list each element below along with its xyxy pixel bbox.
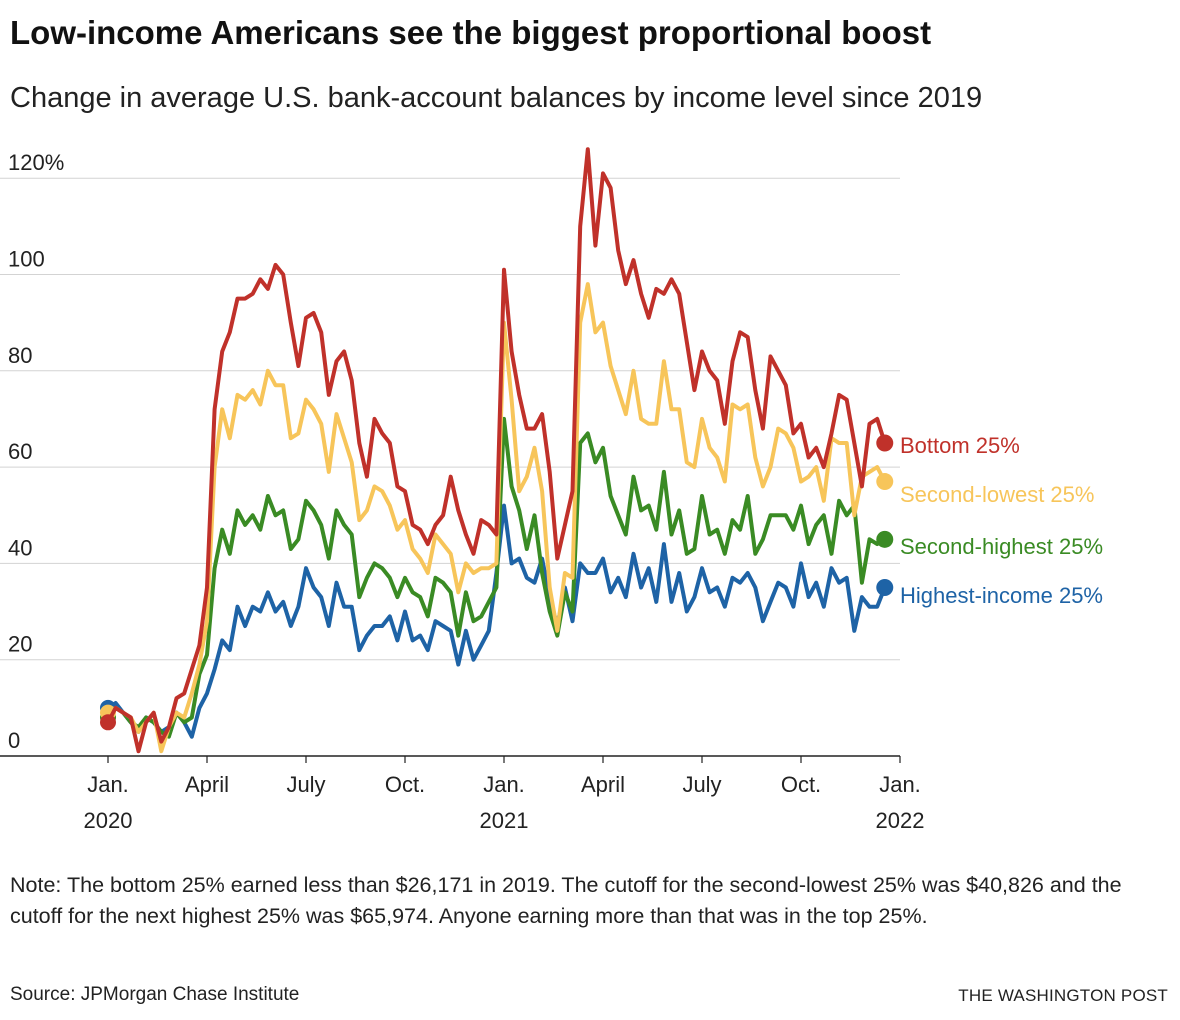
chart-source: Source: JPMorgan Chase Institute xyxy=(10,984,300,1005)
y-tick-label: 120% xyxy=(8,150,64,175)
series-label: Highest-income 25% xyxy=(900,583,1103,608)
series-lines xyxy=(100,147,894,754)
x-tick-label: July xyxy=(286,772,325,797)
x-tick-label: Oct. xyxy=(781,772,821,797)
series-end-dot xyxy=(876,530,894,548)
y-tick-label: 100 xyxy=(8,247,45,272)
x-tick-label: April xyxy=(185,772,229,797)
y-tick-label: 0 xyxy=(8,728,20,753)
x-tick-label: July xyxy=(682,772,721,797)
gridlines xyxy=(0,177,900,757)
series-line xyxy=(106,416,887,739)
y-tick-label: 60 xyxy=(8,439,32,464)
x-tick-label: April xyxy=(581,772,625,797)
series-label: Second-lowest 25% xyxy=(900,482,1094,507)
chart-title: Low-income Americans see the biggest pro… xyxy=(10,14,932,51)
x-tick-label: Jan. xyxy=(87,772,129,797)
x-tick-label: Oct. xyxy=(385,772,425,797)
series-labels: Bottom 25% Second-lowest 25% Second-highes… xyxy=(900,433,1103,608)
series-start-dot xyxy=(100,714,116,731)
chart-note: Note: The bottom 25% earned less than $2… xyxy=(10,873,1122,928)
series-label: Bottom 25% xyxy=(900,433,1020,458)
series-end-dot xyxy=(876,434,894,452)
chart-subtitle: Change in average U.S. bank-account bala… xyxy=(10,82,983,114)
series-line xyxy=(106,147,887,754)
x-tick-year-label: 2020 xyxy=(84,808,133,833)
y-tick-label: 20 xyxy=(8,632,32,657)
x-tick-year-label: 2021 xyxy=(480,808,529,833)
series-end-dot xyxy=(876,473,894,491)
y-axis-tick-labels: 0 20 40 60 80 100 120% xyxy=(8,150,64,753)
y-tick-label: 40 xyxy=(8,535,32,560)
series-line xyxy=(106,282,887,754)
x-tick-label: Jan. xyxy=(879,772,921,797)
series-label: Second-highest 25% xyxy=(900,534,1103,559)
y-tick-label: 80 xyxy=(8,343,32,368)
x-tick-year-label: 2022 xyxy=(876,808,925,833)
x-axis-tick-labels: Jan. 2020 April July Oct. Jan. 2021 April July Oc… xyxy=(84,756,925,833)
series-end-dot xyxy=(876,578,894,596)
publisher-credit: THE WASHINGTON POST xyxy=(958,986,1168,1005)
x-tick-label: Jan. xyxy=(483,772,525,797)
